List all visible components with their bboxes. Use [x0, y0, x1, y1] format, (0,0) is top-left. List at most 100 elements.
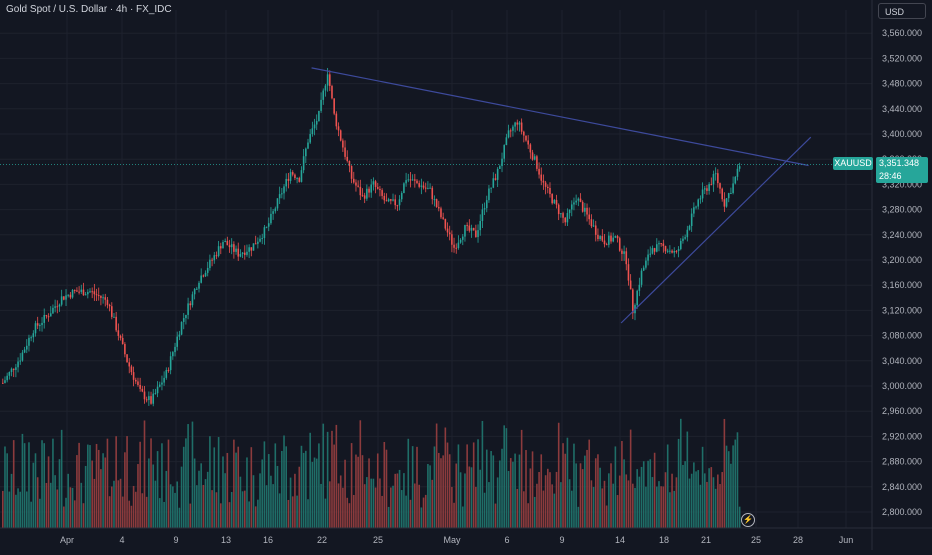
- x-tick-label: 4: [119, 535, 124, 545]
- volume-bar: [324, 498, 327, 528]
- volume-bar: [189, 503, 192, 528]
- volume-bar: [73, 500, 76, 528]
- candle-body: [41, 322, 43, 326]
- volume-bar: [455, 463, 458, 528]
- candle-body: [250, 247, 253, 251]
- candle-body: [590, 219, 593, 227]
- volume-bar: [34, 453, 37, 528]
- candle-body: [629, 280, 632, 290]
- x-tick-label: 22: [317, 535, 327, 545]
- volume-bar: [387, 506, 390, 528]
- volume-bar: [370, 478, 373, 528]
- volume-bar: [176, 481, 178, 528]
- candle-body: [215, 255, 218, 257]
- volume-bar: [492, 455, 495, 528]
- candle-body: [588, 214, 591, 220]
- volume-bar: [296, 495, 298, 528]
- candle-body: [270, 213, 272, 224]
- candle-body: [734, 176, 737, 184]
- volume-bar: [440, 458, 442, 528]
- volume-bar: [381, 495, 383, 528]
- candle-body: [533, 156, 536, 160]
- volume-bar: [409, 499, 412, 528]
- volume-bar: [438, 452, 440, 528]
- volume-bar: [80, 482, 83, 528]
- candle-body: [383, 195, 386, 201]
- candle-body: [305, 148, 307, 157]
- candle-body: [621, 250, 623, 254]
- candle-body: [612, 237, 614, 242]
- volume-bar: [281, 450, 283, 528]
- candle-body: [185, 314, 187, 319]
- volume-bar: [671, 473, 673, 528]
- candle-body: [172, 352, 174, 357]
- candle-body: [204, 272, 207, 277]
- candle-body: [311, 128, 314, 135]
- candle-body: [529, 144, 532, 153]
- candle-body: [699, 198, 702, 200]
- volume-bar: [640, 466, 643, 528]
- volume-bar: [710, 467, 713, 528]
- volume-bar: [575, 463, 577, 528]
- volume-bar: [294, 473, 296, 528]
- candle-body: [662, 243, 665, 247]
- candle-body: [237, 248, 240, 257]
- volume-bar: [10, 473, 13, 528]
- candle-body: [485, 200, 488, 209]
- candle-body: [376, 186, 379, 189]
- candle-body: [259, 238, 261, 242]
- volume-bar: [623, 459, 625, 528]
- candle-body: [422, 185, 425, 188]
- volume-bar: [261, 459, 264, 528]
- volume-bar: [457, 444, 460, 528]
- volume-bar: [318, 443, 320, 528]
- candle-body: [566, 213, 569, 223]
- volume-bar: [725, 445, 728, 528]
- candle-body: [379, 188, 381, 191]
- candle-body: [276, 198, 279, 209]
- volume-bar: [658, 481, 660, 528]
- lightning-icon[interactable]: ⚡: [741, 513, 755, 527]
- volume-bar: [529, 468, 532, 528]
- candle-body: [95, 294, 98, 296]
- volume-bar: [222, 456, 224, 528]
- volume-bar: [374, 487, 377, 528]
- candle-body: [339, 130, 342, 141]
- candle-body: [294, 174, 296, 179]
- volume-bar: [494, 503, 497, 528]
- volume-bar: [525, 450, 527, 528]
- candle-body: [719, 183, 721, 189]
- candle-body: [261, 238, 264, 240]
- volume-bar: [616, 495, 619, 528]
- volume-bar: [344, 459, 346, 528]
- volume-bar: [368, 458, 370, 528]
- volume-bar: [612, 483, 614, 528]
- volume-bar: [329, 481, 331, 528]
- candle-body: [309, 134, 311, 143]
- candle-body: [324, 85, 327, 91]
- volume-bar: [603, 480, 606, 528]
- volume-bar: [451, 486, 453, 528]
- candle-body: [605, 244, 608, 246]
- candle-body: [222, 242, 224, 249]
- candle-body: [10, 368, 13, 373]
- volume-bar: [291, 496, 294, 528]
- candle-body: [568, 209, 571, 214]
- candle-body: [555, 199, 558, 205]
- volume-bar: [507, 470, 510, 528]
- volume-bar: [137, 464, 139, 528]
- x-tick-label: 6: [504, 535, 509, 545]
- candle-body: [527, 140, 529, 145]
- y-tick-label: 3,160.000: [882, 280, 922, 290]
- candle-body: [444, 218, 447, 229]
- candle-body: [470, 227, 473, 231]
- candle-body: [514, 122, 516, 127]
- candle-body: [725, 198, 728, 207]
- candle-body: [736, 168, 739, 177]
- volume-bar: [169, 484, 172, 528]
- volume-bar: [350, 443, 353, 528]
- candle-body: [597, 234, 599, 240]
- currency-selector[interactable]: USD: [878, 3, 926, 19]
